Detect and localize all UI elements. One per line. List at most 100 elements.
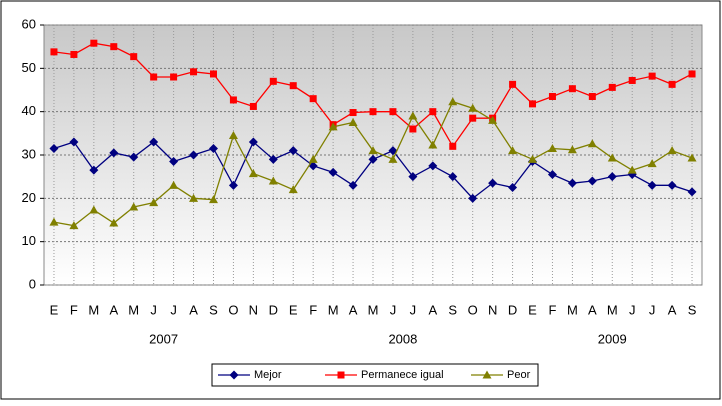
marker	[149, 198, 159, 207]
marker	[368, 146, 378, 155]
x-tick-label: E	[50, 302, 59, 317]
marker	[688, 70, 696, 78]
x-tick-label: S	[448, 302, 457, 317]
marker	[268, 176, 278, 185]
marker	[647, 180, 657, 190]
marker	[548, 93, 556, 100]
x-tick-label: N	[249, 302, 258, 317]
x-tick-label: F	[548, 302, 556, 317]
marker	[69, 137, 79, 147]
marker	[369, 108, 377, 116]
y-tick-label: 60	[22, 16, 36, 31]
x-group-label: 2008	[388, 331, 417, 346]
marker	[448, 97, 458, 106]
marker	[607, 153, 617, 162]
marker	[229, 370, 239, 380]
x-tick-label: O	[468, 302, 478, 317]
marker	[587, 176, 597, 186]
x-tick-label: M	[328, 302, 339, 317]
marker	[568, 85, 576, 93]
x-tick-label: M	[88, 302, 99, 317]
legend-label: Mejor	[254, 369, 282, 381]
x-tick-label: F	[70, 302, 78, 317]
marker	[169, 157, 179, 166]
y-tick-label: 20	[22, 190, 36, 205]
marker	[269, 77, 277, 85]
marker	[687, 153, 697, 162]
y-tick-label: 0	[29, 276, 36, 291]
x-tick-label: S	[209, 302, 218, 317]
marker	[208, 195, 218, 204]
marker	[667, 180, 677, 190]
marker	[50, 48, 58, 56]
x-tick-label: J	[410, 302, 417, 317]
marker	[449, 142, 457, 150]
x-tick-label: M	[607, 302, 618, 317]
marker	[428, 140, 438, 149]
x-tick-label: J	[150, 302, 157, 317]
x-tick-label: F	[309, 302, 317, 317]
marker	[408, 172, 418, 182]
marker	[508, 183, 518, 192]
x-tick-label: M	[567, 302, 578, 317]
x-tick-label: A	[588, 302, 597, 317]
marker	[588, 93, 596, 100]
marker	[567, 145, 577, 154]
marker	[268, 154, 278, 164]
marker	[130, 53, 138, 61]
marker	[482, 370, 492, 379]
marker	[409, 125, 417, 133]
marker	[388, 154, 398, 163]
marker	[337, 371, 345, 379]
marker	[488, 178, 498, 188]
marker	[328, 167, 338, 177]
y-tick-label: 30	[22, 146, 36, 161]
y-tick-label: 10	[22, 233, 36, 248]
marker	[607, 172, 617, 182]
marker	[368, 154, 378, 164]
marker	[149, 137, 159, 147]
marker	[647, 159, 657, 168]
x-tick-label: J	[390, 302, 397, 317]
marker	[628, 76, 636, 84]
x-tick-label: A	[349, 302, 358, 317]
marker	[529, 100, 537, 108]
marker	[567, 178, 577, 188]
x-tick-label: D	[269, 302, 278, 317]
marker	[687, 187, 697, 197]
marker	[190, 68, 198, 76]
x-tick-label: M	[368, 302, 379, 317]
legend	[211, 363, 539, 387]
marker	[49, 217, 59, 226]
marker	[508, 146, 518, 155]
marker	[587, 139, 597, 148]
marker	[547, 170, 557, 179]
marker	[90, 39, 98, 47]
marker	[389, 108, 397, 116]
marker	[349, 109, 357, 117]
marker	[248, 169, 258, 178]
marker	[608, 83, 616, 91]
x-tick-label: A	[189, 302, 198, 317]
marker	[429, 108, 437, 116]
marker	[169, 180, 179, 189]
marker	[288, 185, 298, 194]
marker	[89, 205, 99, 214]
x-tick-label: O	[228, 302, 238, 317]
marker	[288, 146, 298, 156]
marker	[408, 111, 418, 120]
marker	[667, 146, 677, 155]
marker	[528, 154, 538, 163]
marker	[89, 165, 99, 175]
marker	[309, 95, 317, 103]
marker	[189, 193, 199, 202]
marker	[468, 103, 478, 112]
x-tick-label: A	[428, 302, 437, 317]
x-tick-label: A	[109, 302, 118, 317]
marker	[348, 118, 358, 126]
marker	[110, 43, 118, 51]
marker	[428, 161, 438, 171]
marker	[469, 114, 477, 122]
marker	[189, 150, 199, 160]
